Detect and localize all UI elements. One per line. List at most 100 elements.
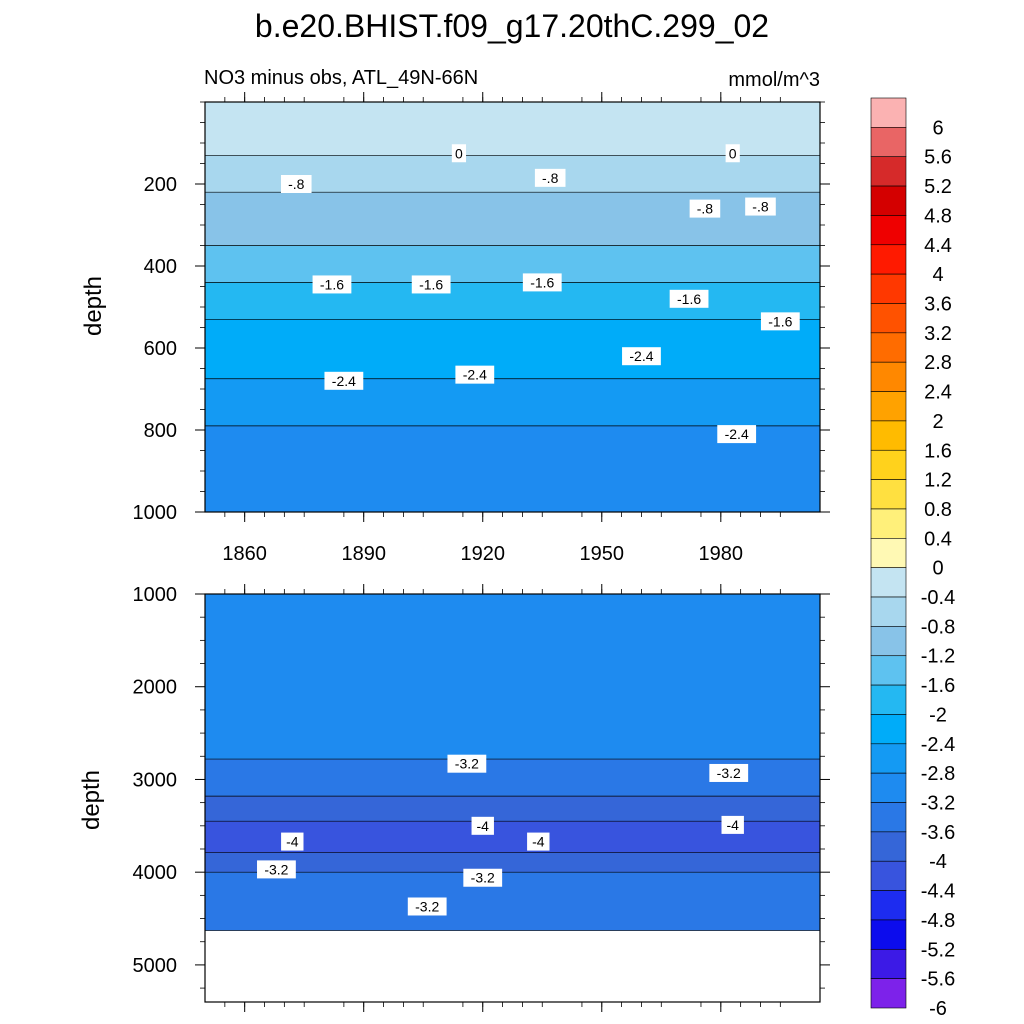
colorbar-label: -2.4 (921, 734, 955, 756)
colorbar-swatch (870, 743, 907, 774)
contour-band (205, 102, 820, 156)
contour-label-bg (451, 144, 467, 163)
contour-label-bg (534, 168, 566, 187)
contour-label: -3.2 (717, 765, 741, 781)
plot-frame (204, 593, 821, 1003)
contour-label: -1.6 (320, 276, 344, 292)
y-tick-label: 1000 (133, 584, 178, 606)
contour-label: -2.4 (463, 367, 487, 383)
y-tick-label: 200 (144, 174, 177, 196)
colorbar-label: -0.8 (921, 616, 955, 638)
contour-label-bg (669, 289, 709, 308)
contour-label: -.8 (752, 199, 769, 215)
contour-band (205, 852, 820, 873)
contour-label-bg (257, 860, 296, 879)
contour-label: -2.4 (332, 373, 356, 389)
colorbar-swatch (870, 156, 907, 187)
colorbar-swatch (870, 802, 907, 833)
colorbar-label: 1.2 (924, 470, 952, 492)
colorbar-swatch (870, 449, 907, 480)
contour-label: -.8 (288, 176, 305, 192)
contour-label: 0 (729, 145, 737, 161)
contour-label: -3.2 (471, 870, 495, 886)
contour-label: -4 (532, 834, 545, 850)
colorbar-swatch (870, 684, 907, 715)
colorbar-swatch (870, 538, 907, 568)
colorbar-swatch (870, 244, 907, 275)
contour-label-bg (760, 312, 800, 331)
colorbar-swatch (870, 596, 907, 627)
contour-label: -1.6 (530, 274, 554, 290)
colorbar-label: 2 (932, 411, 943, 433)
colorbar-label: 5.6 (924, 147, 952, 169)
missing-data-region (205, 930, 820, 1002)
colorbar-label: -1.6 (921, 675, 955, 697)
colorbar-label: 1.6 (924, 440, 952, 462)
contour-label-bg (622, 347, 661, 366)
contour-label-bg (527, 832, 550, 851)
contour-label: -4 (726, 817, 739, 833)
contour-label: -4 (286, 834, 299, 850)
colorbar-swatch (870, 948, 907, 979)
colorbar-label: -5.6 (921, 969, 955, 991)
contour-label-bg (280, 175, 312, 193)
contour-band (205, 796, 820, 822)
colorbar-swatch (870, 890, 907, 921)
contour-label: -3.2 (415, 898, 439, 914)
y-tick-label: 400 (144, 256, 177, 278)
colorbar-label: 3.2 (924, 323, 952, 345)
y-tick-label: 1000 (133, 502, 178, 524)
colorbar-swatch (870, 978, 907, 1009)
contour-band (205, 192, 820, 246)
contour-label-bg (471, 816, 494, 835)
contour-band (205, 594, 820, 760)
colorbar-label: -2 (929, 704, 947, 726)
colorbar-swatch (870, 860, 907, 891)
upper-y-axis-label: depth (80, 276, 107, 336)
colorbar-swatch (870, 508, 907, 539)
colorbar-label: -1.2 (921, 646, 955, 668)
contour-label-bg (522, 273, 562, 292)
contour-label-bg (689, 199, 721, 218)
x-tick-label: 1950 (580, 543, 625, 565)
colorbar-swatch (870, 831, 907, 862)
colorbar-label: 2.8 (924, 352, 952, 374)
colorbar-label: -3.6 (921, 822, 955, 844)
y-tick-label: 2000 (133, 677, 178, 699)
colorbar: 6 5.6 5.2 4.8 4.4 4 3.6 3.2 2.8 2.4 2 1.6 1.2 0.8 0.4 0… (870, 97, 955, 1020)
colorbar-swatch (870, 714, 907, 745)
colorbar-label: -6 (929, 998, 947, 1020)
y-tick-label: 600 (144, 338, 177, 360)
contour-label-bg (312, 275, 352, 294)
colorbar-swatch (870, 332, 907, 363)
contour-band (205, 319, 820, 379)
colorbar-label: 4 (932, 264, 943, 286)
colorbar-swatch (870, 185, 907, 216)
colorbar-swatch (870, 127, 907, 158)
contour-label-bg (455, 365, 495, 384)
colorbar-swatch (870, 273, 907, 304)
contour-label: -4 (477, 818, 490, 834)
contour-label: -2.4 (629, 348, 653, 364)
colorbar-swatch (870, 303, 907, 334)
contour-label: -1.6 (768, 313, 792, 329)
colorbar-label: 0.8 (924, 499, 952, 521)
colorbar-label: 0.4 (924, 528, 952, 550)
colorbar-swatch (870, 567, 907, 598)
y-tick-label: 800 (144, 420, 177, 442)
chart-subtitle: NO3 minus obs, ATL_49N-66N (204, 67, 478, 89)
colorbar-label: 5.2 (924, 176, 952, 198)
colorbar-label: -2.8 (921, 763, 955, 785)
chart-title: b.e20.BHIST.f09_g17.20thC.299_02 (255, 8, 769, 44)
contour-label: -3.2 (264, 861, 288, 877)
contour-label-bg (717, 425, 757, 444)
contour-label-bg (725, 144, 740, 163)
x-tick-label: 1980 (699, 543, 744, 565)
contour-label-bg (407, 897, 447, 916)
colorbar-swatch (870, 655, 907, 686)
colorbar-label: 2.4 (924, 382, 952, 404)
colorbar-label: 6 (932, 117, 943, 139)
colorbar-label: 4.8 (924, 205, 952, 227)
colorbar-label: -4.4 (921, 881, 955, 903)
